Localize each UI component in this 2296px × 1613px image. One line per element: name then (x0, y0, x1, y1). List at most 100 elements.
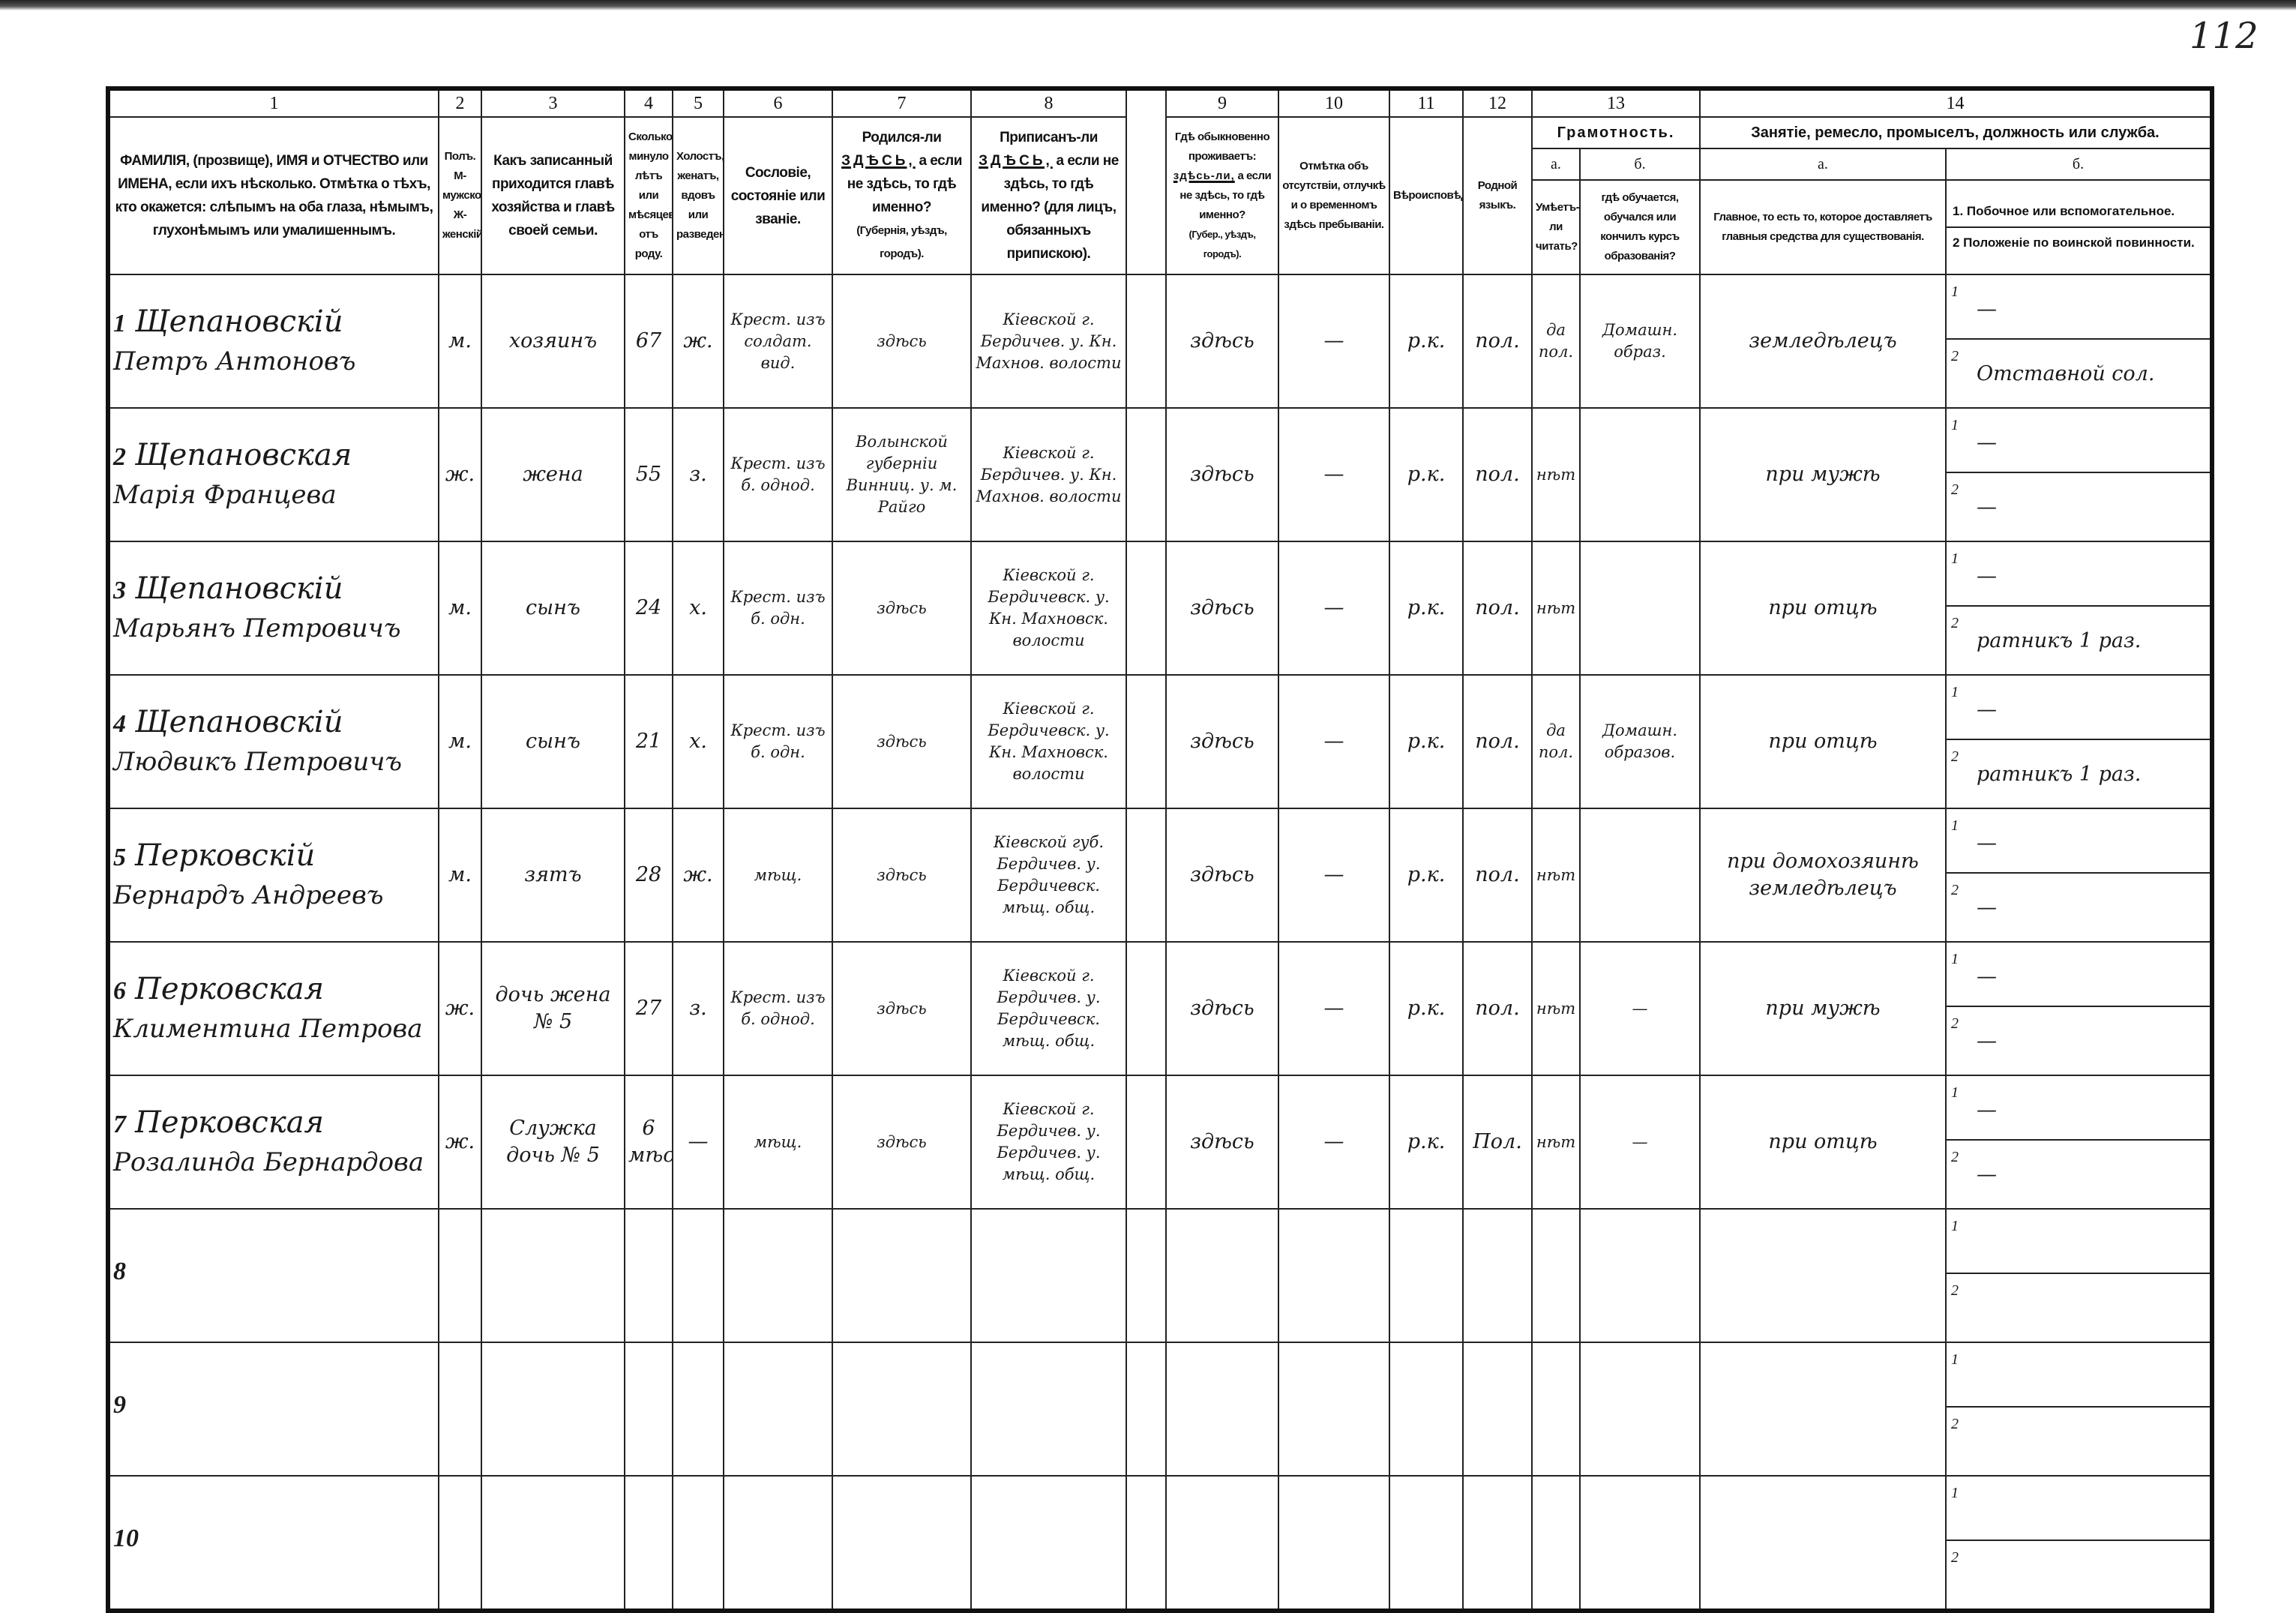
main-occupation-cell: при домохозяинѣ земледѣлецъ (1699, 808, 1947, 943)
slot-label-2: 2 (1951, 615, 1959, 631)
sex-cell (438, 1208, 482, 1343)
blank-gap-cell (1126, 407, 1167, 542)
language-cell (1462, 1475, 1533, 1612)
birthplace-cell (832, 1208, 972, 1343)
slot-label-1: 1 (1951, 817, 1959, 834)
religion-cell: р.к. (1389, 274, 1464, 409)
residence-cell: здѣсь (1165, 941, 1279, 1076)
relation-cell: сынъ (481, 674, 625, 809)
religion-cell: р.к. (1389, 674, 1464, 809)
relation-cell (481, 1475, 625, 1612)
slot-label-2: 2 (1951, 1149, 1959, 1165)
can-read-cell (1531, 1342, 1581, 1477)
occupation-b-cell: 1—2 ратникъ 1 раз. (1945, 674, 2213, 809)
row-number: 10 (113, 1524, 139, 1552)
residence-cell: здѣсь (1165, 407, 1279, 542)
relation-cell: дочь жена № 5 (481, 941, 625, 1076)
given-name-patronymic: Розалинда Бернардова (113, 1147, 424, 1177)
military-status-slot: 2 (1947, 1273, 2210, 1336)
secondary-occupation-value: — (1977, 565, 1997, 588)
secondary-occupation-value (1977, 1344, 2210, 1364)
secondary-occupation-slot: 1— (1947, 810, 2210, 872)
group-header-row: ФАМИЛІЯ, (прозвище), ИМЯ и ОТЧЕСТВО или … (107, 116, 2213, 275)
religion-cell: р.к. (1389, 941, 1464, 1076)
name-cell: 4 Щепановскій Людвикъ Петровичъ (107, 674, 439, 809)
can-read-cell: да пол. (1531, 274, 1581, 409)
residence-cell (1165, 1208, 1279, 1343)
religion-cell: р.к. (1389, 808, 1464, 943)
header-birthplace-b: а если не здѣсь, то гдѣ именно? (847, 153, 963, 215)
military-status-value (1977, 1541, 2210, 1562)
residence-cell (1165, 1475, 1279, 1612)
age-cell: 21 (624, 674, 673, 809)
row-number: 3 (113, 576, 126, 604)
military-status-slot: 2— (1947, 1139, 2210, 1202)
religion-cell: р.к. (1389, 541, 1464, 676)
marital-cell: х. (672, 674, 724, 809)
language-cell (1462, 1342, 1533, 1477)
relation-cell: Служка дочь № 5 (481, 1075, 625, 1210)
can-read-cell: нѣт (1531, 1075, 1581, 1210)
header-sex: Полъ. М-мужской. Ж-женскій. (438, 116, 482, 275)
row-number: 7 (113, 1110, 126, 1138)
religion-cell (1389, 1342, 1464, 1477)
table-row: 2 Щепановская Марія Францева ж. жена 55 з. Крес… (107, 407, 2213, 542)
surname: Щепановскій (135, 304, 343, 339)
header-secondary-occupation: 1. Побочное или вспомогательное. (1953, 204, 2175, 218)
name-cell: 3 Щепановскій Марьянъ Петровичъ (107, 541, 439, 676)
registration-cell: Кіевской г. Бердичев. у. Кн. Махнов. вол… (970, 407, 1127, 542)
military-status-slot: 2 ратникъ 1 раз. (1947, 739, 2210, 802)
residence-cell: здѣсь (1165, 674, 1279, 809)
blank-gap-cell (1126, 1075, 1167, 1210)
absence-cell: — (1278, 1075, 1390, 1210)
header-main-occupation: Главное, то есть то, которое доставляетъ… (1699, 179, 1947, 275)
absence-cell (1278, 1475, 1390, 1612)
religion-cell (1389, 1208, 1464, 1343)
blank-gap-cell (1126, 1342, 1167, 1477)
language-cell: пол. (1462, 407, 1533, 542)
name-cell: 10 (107, 1475, 439, 1612)
occupation-b-cell: 1—2— (1945, 808, 2213, 943)
relation-cell (481, 1342, 625, 1477)
secondary-occupation-slot: 1 (1947, 1210, 2210, 1273)
religion-cell: р.к. (1389, 1075, 1464, 1210)
military-status-value: — (1977, 1030, 1997, 1053)
can-read-cell (1531, 1475, 1581, 1612)
scan-top-edge (0, 0, 2296, 10)
main-occupation-cell: при отцѣ (1699, 674, 1947, 809)
secondary-occupation-slot: 1— (1947, 943, 2210, 1006)
marital-cell: — (672, 1075, 724, 1210)
header-birthplace: Родился-ли ЗДѢСЬ, а если не здѣсь, то гд… (832, 116, 972, 275)
main-occupation-cell: при отцѣ (1699, 1075, 1947, 1210)
blank-gap-column-header (1126, 88, 1167, 275)
row-number: 8 (113, 1257, 126, 1285)
header-residence-c: (Губер., уѣздъ, городъ). (1188, 229, 1256, 259)
residence-cell: здѣсь (1165, 541, 1279, 676)
age-cell: 24 (624, 541, 673, 676)
header-literacy-a-label: а. (1531, 148, 1581, 181)
table-row: 5 Перковскій Бернардъ Андреевъ м. зятъ 28 ж. мѣ… (107, 808, 2213, 943)
header-residence-b: а если не здѣсь, то гдѣ именно? (1179, 169, 1272, 221)
header-literacy-group: Грамотность. (1531, 116, 1701, 149)
name-cell: 2 Щепановская Марія Францева (107, 407, 439, 542)
header-birthplace-c: (Губернія, уѣздъ, городъ). (856, 224, 947, 260)
sub-header-row: Умѣетъ-ли читать? гдѣ обучается, обучалс… (108, 179, 2213, 275)
birthplace-cell: здѣсь (832, 941, 972, 1076)
language-cell: пол. (1462, 674, 1533, 809)
slot-label-2: 2 (1951, 1549, 1959, 1566)
given-name-patronymic: Марьянъ Петровичъ (113, 613, 401, 643)
relation-cell: жена (481, 407, 625, 542)
sex-cell (438, 1342, 482, 1477)
row-number: 9 (113, 1390, 126, 1419)
row-number: 1 (113, 309, 126, 337)
slot-label-1: 1 (1951, 1084, 1959, 1101)
military-status-slot: 2 ратникъ 1 раз. (1947, 605, 2210, 668)
slot-label-1: 1 (1951, 684, 1959, 700)
slot-label-2: 2 (1951, 481, 1959, 498)
secondary-occupation-slot: 1 (1947, 1477, 2210, 1540)
header-occupation-group: Занятіе, ремесло, промыселъ, должность и… (1699, 116, 2213, 149)
education-cell: Домашн. образ. (1579, 274, 1701, 409)
